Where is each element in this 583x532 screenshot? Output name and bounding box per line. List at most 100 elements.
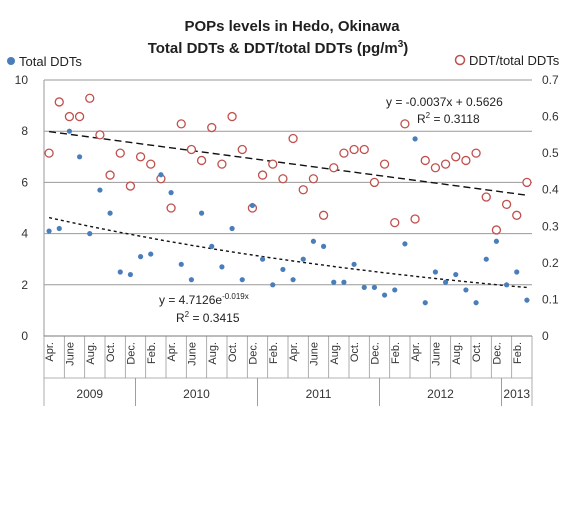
linear-r2-prefix: R xyxy=(417,112,426,126)
point-ddt-ratio xyxy=(186,144,197,155)
x-axis: Apr. June Aug. Oct. Dec. Feb. Apr. June Aug. Oct.… xyxy=(43,335,533,406)
point-total-ddts xyxy=(198,210,205,216)
point-total-ddts xyxy=(148,251,154,257)
point-total-ddts xyxy=(493,238,500,244)
point-ddt-ratio xyxy=(227,111,237,122)
point-ddt-ratio xyxy=(491,225,502,235)
right-axis-ticks: 0 0.1 0.2 0.3 0.4 0.5 0.6 0.7 xyxy=(542,73,559,343)
point-ddt-ratio xyxy=(369,177,380,188)
point-ddt-ratio xyxy=(217,159,227,169)
point-total-ddts xyxy=(392,287,398,293)
point-ddt-ratio xyxy=(278,174,288,184)
month-tick-label: Dec. xyxy=(369,342,381,365)
point-total-ddts xyxy=(341,279,347,285)
month-tick-label: Dec. xyxy=(247,342,259,365)
month-tick-label: Aug. xyxy=(85,342,97,365)
linear-r2-value: = 0.3118 xyxy=(430,112,480,126)
point-ddt-ratio xyxy=(501,199,512,209)
point-total-ddts xyxy=(320,243,327,249)
point-total-ddts xyxy=(483,256,489,262)
month-tick-label: Oct. xyxy=(105,342,117,362)
point-total-ddts xyxy=(524,297,530,303)
point-ddt-ratio xyxy=(339,148,349,158)
point-ddt-ratio xyxy=(420,155,430,166)
exponential-trendline xyxy=(48,216,527,289)
chart-title-line2: Total DDTs & DDT/total DDTs (pg/m3) xyxy=(148,39,409,57)
point-ddt-ratio xyxy=(257,170,268,180)
month-tick-label: Feb. xyxy=(390,342,402,364)
left-tick-label: 4 xyxy=(21,227,28,241)
point-total-ddts xyxy=(463,287,469,293)
exp-r2-prefix: R xyxy=(176,311,185,325)
point-total-ddts xyxy=(66,128,73,134)
point-total-ddts xyxy=(239,277,245,283)
point-total-ddts xyxy=(56,225,62,232)
legend-label-ddt-ratio: DDT/total DDTs xyxy=(469,53,560,68)
month-tick-label: Feb. xyxy=(512,342,524,364)
point-total-ddts xyxy=(87,231,93,237)
point-ddt-ratio xyxy=(288,133,298,144)
point-ddt-ratio xyxy=(298,185,308,195)
point-ddt-ratio xyxy=(318,210,329,220)
series-ddt-ratio xyxy=(44,93,532,235)
right-tick-label: 0.4 xyxy=(542,183,559,197)
month-tick-label: Aug. xyxy=(329,342,341,365)
right-tick-label: 0.2 xyxy=(542,256,559,270)
year-label: 2009 xyxy=(76,387,103,401)
month-tick-label: Dec. xyxy=(491,342,503,365)
point-total-ddts xyxy=(402,241,408,247)
month-tick-label: Oct. xyxy=(471,342,483,362)
month-tick-label: Feb. xyxy=(146,342,158,364)
point-ddt-ratio xyxy=(54,97,64,107)
point-ddt-ratio xyxy=(64,111,75,122)
month-tick-label: Oct. xyxy=(349,342,361,362)
legend-label-total-ddts: Total DDTs xyxy=(19,54,82,69)
point-total-ddts xyxy=(188,277,195,283)
right-tick-label: 0.1 xyxy=(542,292,559,306)
point-total-ddts xyxy=(117,269,123,275)
point-ddt-ratio xyxy=(207,122,217,133)
point-total-ddts xyxy=(219,264,225,270)
exp-eq-prefix: y = 4.7126e xyxy=(159,293,222,307)
right-tick-label: 0 xyxy=(542,329,549,343)
month-tick-label: Apr. xyxy=(166,342,178,362)
point-ddt-ratio xyxy=(196,155,207,166)
month-tick-label: June xyxy=(64,342,76,366)
point-ddt-ratio xyxy=(471,148,481,158)
point-total-ddts xyxy=(371,284,378,290)
point-ddt-ratio xyxy=(461,155,471,166)
point-total-ddts xyxy=(259,256,266,262)
point-total-ddts xyxy=(97,187,103,193)
point-total-ddts xyxy=(503,282,510,288)
title-line2-text: Total DDTs & DDT/total DDTs (pg/m xyxy=(148,40,398,57)
point-total-ddts xyxy=(300,256,306,262)
point-ddt-ratio xyxy=(512,210,522,220)
exp-eq-sup: -0.019x xyxy=(222,292,249,301)
point-ddt-ratio xyxy=(237,144,247,155)
title-end: ) xyxy=(403,40,408,57)
point-total-ddts xyxy=(381,292,388,298)
point-total-ddts xyxy=(249,202,256,209)
month-tick-label: Apr. xyxy=(288,342,300,362)
month-tick-label: Apr. xyxy=(410,342,422,362)
point-ddt-ratio xyxy=(522,177,532,188)
month-tick-label: June xyxy=(308,342,320,366)
right-tick-label: 0.7 xyxy=(542,73,559,87)
point-total-ddts xyxy=(310,238,317,244)
linear-r2-sup: 2 xyxy=(426,111,431,120)
point-ddt-ratio xyxy=(146,159,156,169)
month-tick-label: June xyxy=(430,342,442,366)
exp-r2-value: = 0.3415 xyxy=(189,311,240,325)
point-ddt-ratio xyxy=(125,181,136,191)
year-label: 2013 xyxy=(503,387,530,401)
point-ddt-ratio xyxy=(430,163,441,173)
year-label: 2010 xyxy=(183,387,210,401)
title-superscript: 3 xyxy=(398,39,404,50)
legend-marker-ddt-ratio xyxy=(454,54,466,66)
point-total-ddts xyxy=(270,282,276,288)
exp-trend-r2: R2 = 0.3415 xyxy=(176,310,240,325)
legend-marker-total-ddts xyxy=(7,57,15,65)
point-ddt-ratio xyxy=(105,170,115,180)
exp-trend-equation: y = 4.7126e-0.019x xyxy=(159,292,249,307)
